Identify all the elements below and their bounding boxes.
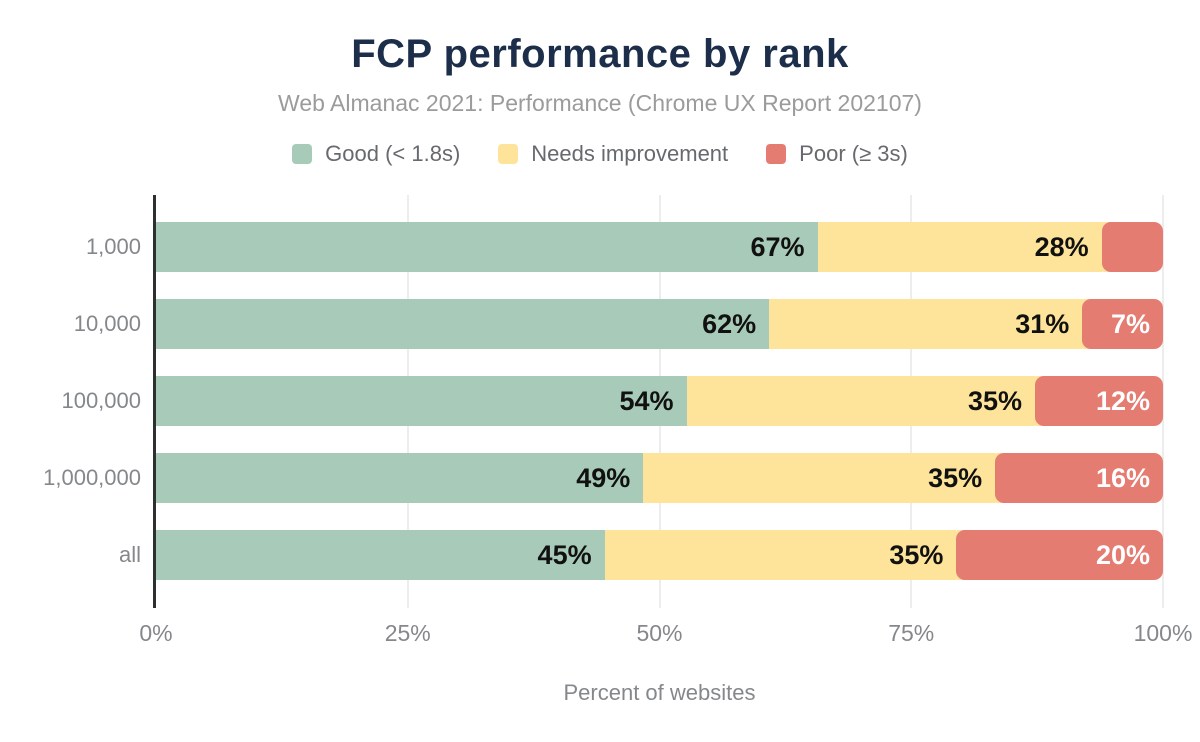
- bar-segment: 35%: [604, 530, 957, 580]
- bar-segment: 31%: [769, 299, 1083, 349]
- bar-value-label: 7%: [1110, 308, 1150, 339]
- bar-value-label: 28%: [1034, 231, 1089, 262]
- bar-row: 1,000,000 49% 35% 16%: [43, 453, 1163, 503]
- x-tick-label: 50%: [636, 620, 683, 646]
- legend-swatch-good-icon: [292, 144, 313, 164]
- legend-item-good: Good (< 1.8s): [292, 141, 460, 167]
- bar-value-label: 49%: [576, 462, 631, 493]
- bar-value-label: 35%: [967, 385, 1022, 416]
- y-axis-category-label: 10,000: [73, 311, 141, 336]
- plot-area: 0% 25% 50% 75% 100% Percent of websites 1,00…: [43, 195, 1192, 705]
- bar-value-label: 35%: [889, 539, 944, 570]
- bar-segment: 20%: [956, 530, 1163, 580]
- bar-segment: 62%: [156, 299, 770, 349]
- y-axis-line: [153, 195, 156, 608]
- bar-segment: 35%: [643, 453, 996, 503]
- bar-value-label: 35%: [928, 462, 983, 493]
- bar-value-label: 62%: [702, 308, 757, 339]
- bar-segment: 28%: [817, 222, 1102, 272]
- legend-label: Good (< 1.8s): [325, 141, 461, 166]
- x-tick-label: 25%: [384, 620, 431, 646]
- legend-label: Needs improvement: [531, 141, 729, 166]
- bar-segment: [1101, 222, 1164, 272]
- bar-segment: 35%: [686, 376, 1035, 426]
- bar-row: 100,000 54% 35% 12%: [61, 376, 1164, 426]
- bar-value-label: 45%: [537, 539, 592, 570]
- bar-value-label: 12%: [1095, 385, 1151, 416]
- bar-row: 1,000 67% 28%: [86, 222, 1164, 272]
- legend: Good (< 1.8s) Needs improvement Poor (≥ …: [0, 141, 1200, 167]
- y-axis-category-label: 1,000,000: [43, 465, 141, 490]
- bar-row: all 45% 35% 20%: [119, 530, 1163, 580]
- bar-segment: 67%: [156, 222, 818, 272]
- bar-value-label: 54%: [619, 385, 674, 416]
- bar-row: 10,000 62% 31% 7%: [74, 299, 1163, 349]
- bar-segment: 49%: [156, 453, 644, 503]
- bar-value-label: 67%: [750, 231, 805, 262]
- bar-segment: 54%: [156, 376, 687, 426]
- legend-item-poor: Poor (≥ 3s): [766, 141, 908, 167]
- x-axis-ticks: 0% 25% 50% 75% 100%: [139, 620, 1192, 648]
- bar-segment: 16%: [995, 453, 1163, 503]
- bar-segment: 12%: [1035, 376, 1164, 426]
- y-axis-category-label: all: [118, 542, 141, 567]
- y-axis-category-label: 1,000: [85, 234, 141, 259]
- legend-label: Poor (≥ 3s): [799, 141, 908, 166]
- x-tick-label: 75%: [888, 620, 935, 646]
- legend-swatch-poor-icon: [766, 144, 787, 164]
- chart-subtitle: Web Almanac 2021: Performance (Chrome UX…: [278, 90, 922, 116]
- x-tick-label: 0%: [139, 620, 173, 646]
- y-axis-category-label: 100,000: [61, 388, 141, 413]
- legend-swatch-needs-improvement-icon: [498, 144, 519, 164]
- bar-value-label: 31%: [1015, 308, 1070, 339]
- x-axis-title: Percent of websites: [563, 680, 756, 705]
- bar-value-label: 20%: [1095, 539, 1150, 570]
- legend-item-needs-improvement: Needs improvement: [498, 141, 728, 167]
- bar-segment: 45%: [156, 530, 605, 580]
- chart-title: FCP performance by rank: [351, 32, 849, 76]
- bar-value-label: 16%: [1095, 462, 1150, 493]
- x-tick-label: 100%: [1133, 620, 1193, 646]
- bar-segment: 7%: [1082, 299, 1163, 349]
